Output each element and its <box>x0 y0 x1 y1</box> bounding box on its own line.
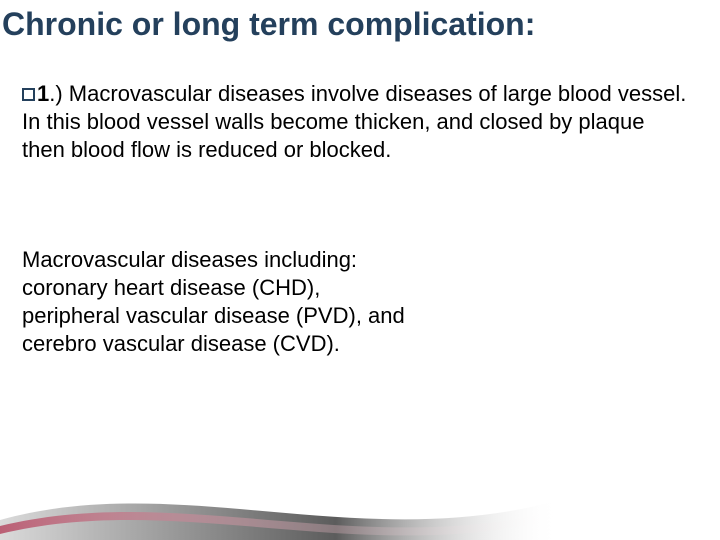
page-title: Chronic or long term complication: <box>2 6 710 43</box>
list-intro: Macrovascular diseases including: <box>22 246 690 274</box>
slide: Chronic or long term complication: 1.) M… <box>0 0 720 540</box>
paragraph-macrovascular-definition: 1.) Macrovascular diseases involve disea… <box>22 80 690 164</box>
decorative-swoosh-icon <box>0 460 720 540</box>
bullet-square-icon <box>22 88 35 101</box>
lead-rest: .) Macrovascular <box>49 81 212 106</box>
list-item-chd: coronary heart disease (CHD), <box>22 274 690 302</box>
paragraph-macrovascular-list: Macrovascular diseases including: corona… <box>22 246 690 358</box>
list-item-cvd: cerebro vascular disease (CVD). <box>22 330 690 358</box>
list-item-pvd: peripheral vascular disease (PVD), and <box>22 302 690 330</box>
lead-number: 1 <box>37 81 49 106</box>
